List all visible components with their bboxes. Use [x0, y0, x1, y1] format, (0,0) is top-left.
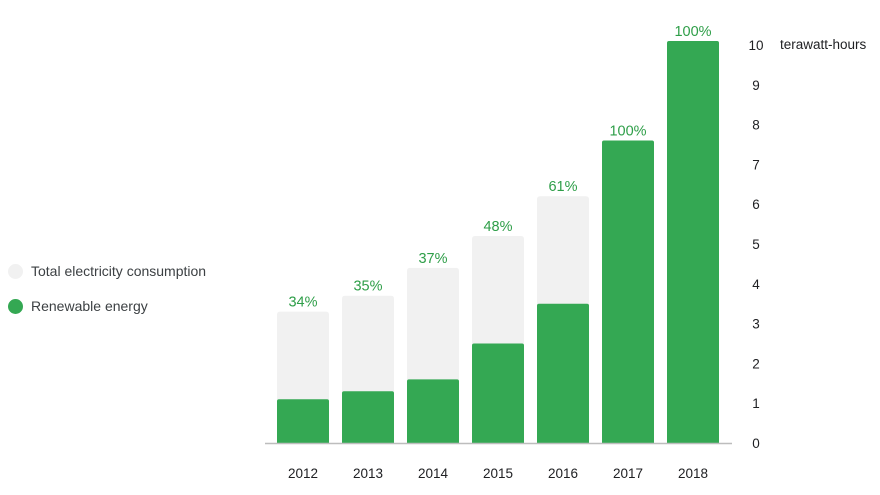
- bars-group: [277, 41, 719, 444]
- y-tick-7: 7: [752, 157, 760, 172]
- y-tick-3: 3: [752, 317, 760, 332]
- x-tick-2018: 2018: [678, 466, 708, 481]
- x-tick-2017: 2017: [613, 466, 643, 481]
- data-label-2015: 48%: [483, 219, 512, 235]
- data-label-2014: 37%: [418, 251, 447, 267]
- bar-renewable-2014: [407, 379, 459, 443]
- data-label-2012: 34%: [288, 295, 317, 311]
- bar-renewable-2015: [472, 343, 524, 443]
- x-tick-2012: 2012: [288, 466, 318, 481]
- bar-renewable-2012: [277, 399, 329, 443]
- x-tick-2015: 2015: [483, 466, 513, 481]
- legend-label-total: Total electricity consumption: [31, 263, 207, 279]
- y-tick-2: 2: [752, 356, 760, 371]
- data-label-2018: 100%: [674, 24, 711, 40]
- legend-label-renewable: Renewable energy: [31, 298, 148, 314]
- data-label-2013: 35%: [353, 279, 382, 295]
- y-tick-5: 5: [752, 237, 760, 252]
- legend-swatch-total: [8, 263, 23, 279]
- bar-renewable-2013: [342, 391, 394, 443]
- bar-renewable-2018: [667, 41, 719, 444]
- labels-group: 34%201235%201337%201448%201561%2016100%2…: [288, 24, 764, 481]
- y-tick-10: 10: [748, 38, 763, 53]
- legend: Total electricity consumption Renewable …: [8, 262, 206, 332]
- data-label-2017: 100%: [609, 124, 646, 140]
- y-tick-1: 1: [752, 396, 760, 411]
- y-tick-9: 9: [752, 78, 760, 93]
- x-tick-2016: 2016: [548, 466, 578, 481]
- y-axis-title: terawatt-hours: [780, 37, 867, 52]
- bar-renewable-2017: [602, 140, 654, 443]
- y-tick-8: 8: [752, 118, 760, 133]
- y-tick-4: 4: [752, 277, 760, 292]
- x-tick-2014: 2014: [418, 466, 449, 481]
- data-label-2016: 61%: [548, 179, 577, 195]
- legend-swatch-renewable: [8, 298, 23, 314]
- bar-renewable-2016: [537, 303, 589, 443]
- y-tick-0: 0: [752, 436, 760, 451]
- legend-item-total: Total electricity consumption: [8, 262, 206, 280]
- legend-item-renewable: Renewable energy: [8, 297, 206, 315]
- y-tick-6: 6: [752, 197, 760, 212]
- x-tick-2013: 2013: [353, 466, 383, 481]
